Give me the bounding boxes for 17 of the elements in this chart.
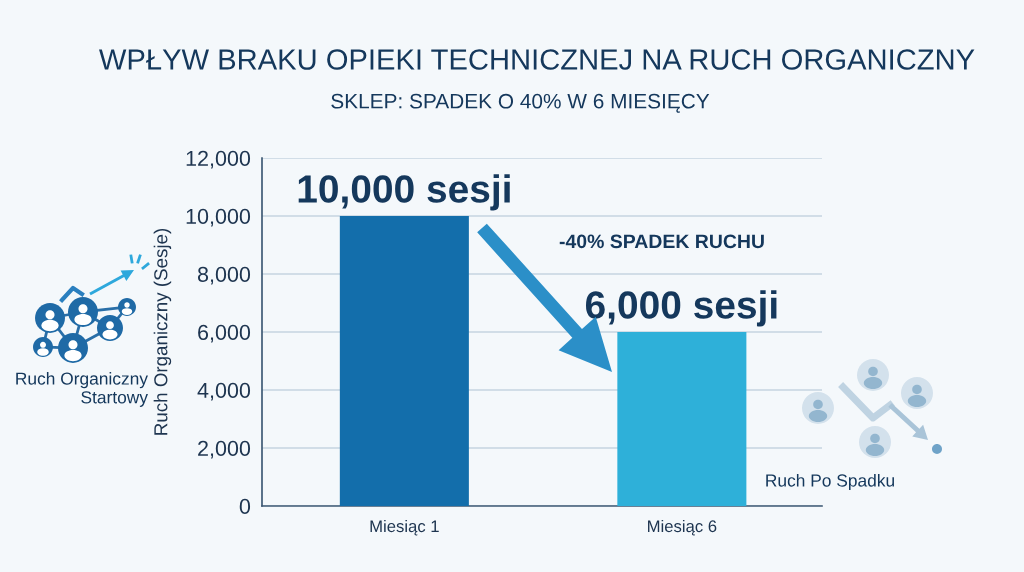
x-tick-label: Miesiąc 6 xyxy=(648,519,717,536)
y-tick-label: 10,000 xyxy=(186,208,251,227)
annotation: Ruch Po Spadku xyxy=(766,473,894,491)
text: Ruch Organiczny Startowy xyxy=(16,372,148,407)
y-tick-label: 8,000 xyxy=(197,266,251,285)
y-tick-label: 4,000 xyxy=(197,382,251,401)
y-tick-label: 2,000 xyxy=(198,440,251,459)
chart-subtitle: SKLEP: SPADEK O 40% W 6 MIESIĘCY xyxy=(331,93,710,113)
chart-title: WPŁYW BRAKU OPIEKI TECHNICZNEJ NA RUCH ORGANICZNY xyxy=(99,49,975,70)
data-label: 10,000 sesji xyxy=(298,174,510,211)
y-axis-title: Ruch Organiczny (Sesje) xyxy=(153,228,172,435)
x-tick-label: Miesiąc 1 xyxy=(370,519,439,536)
data-label: 6,000 sesji xyxy=(585,290,777,327)
annotation: -40% SPADEK RUCHU xyxy=(559,234,764,249)
y-tick-label: 0 xyxy=(239,498,251,515)
y-tick-label: 12,000 xyxy=(186,150,251,169)
y-tick-label: 6,000 xyxy=(198,324,251,343)
